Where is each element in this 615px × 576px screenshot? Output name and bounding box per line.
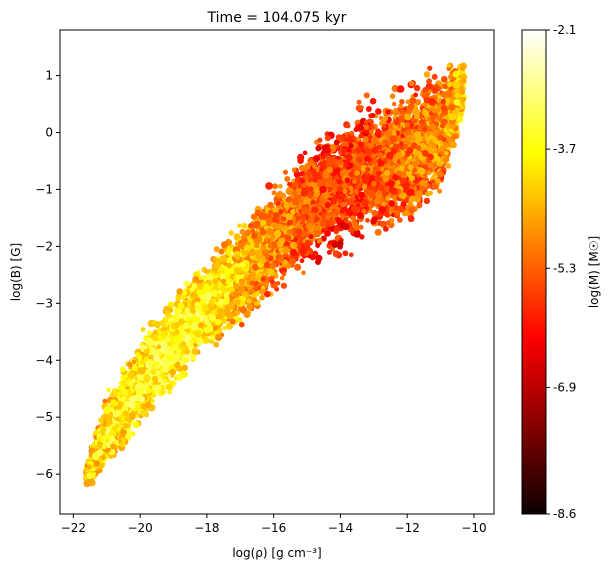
data-point [240,234,247,241]
data-point [385,220,391,226]
data-point [392,101,397,107]
scatter-points [83,62,468,488]
data-point [426,78,432,85]
data-point [426,83,434,90]
data-point [244,229,251,236]
data-point [299,258,305,264]
data-point [250,213,258,220]
data-point [354,124,362,132]
data-point [241,222,248,229]
data-point [446,66,451,72]
data-point [209,335,216,341]
data-point [369,97,377,105]
data-point [285,196,293,204]
data-point [102,398,108,404]
data-point [191,348,199,355]
data-point [246,303,253,310]
data-point [243,310,251,319]
data-point [423,197,431,205]
data-point [226,258,233,265]
data-point [407,215,415,223]
data-point [278,184,283,189]
data-point [342,250,349,257]
chart-title: Time = 104.075 kyr [207,10,347,26]
data-point [160,389,166,395]
data-point [246,298,252,304]
data-point [279,275,285,281]
data-point [327,240,334,246]
data-point [297,153,305,161]
data-point [309,253,316,261]
data-point [399,99,405,105]
data-point [326,249,332,255]
data-point [398,103,404,109]
data-point [375,108,382,115]
data-point [213,341,220,348]
data-point [130,431,136,437]
data-point [213,246,220,253]
data-point [315,145,322,152]
data-point [182,356,190,364]
data-point [358,224,364,230]
data-point [261,208,267,214]
data-point [175,293,183,301]
data-point [146,330,152,336]
data-point [239,228,246,235]
data-point [93,430,99,436]
data-point [291,167,297,172]
data-point [389,93,396,99]
data-point [358,141,364,148]
data-point [259,294,265,301]
data-point [106,387,111,393]
data-point [431,73,438,80]
data-point [218,248,225,255]
data-point [345,123,351,129]
data-point [456,116,464,123]
data-point [225,322,234,330]
data-point [430,179,436,184]
data-point [365,106,372,112]
data-point [280,282,287,289]
data-point [382,123,387,129]
data-point [422,86,429,94]
data-point [380,220,388,228]
data-point [349,252,354,258]
data-point [391,84,399,93]
data-point [432,172,438,177]
data-point [396,85,405,93]
data-point [414,99,422,106]
data-point [150,398,155,404]
data-point [307,160,314,167]
data-point [302,150,308,156]
data-point [283,169,288,175]
data-point [168,302,175,309]
data-point [409,122,415,128]
data-point [432,162,438,168]
data-point [252,297,258,303]
data-point [237,223,242,228]
data-point [437,188,443,194]
data-point [330,246,335,252]
data-point [445,162,452,169]
data-point [202,337,210,344]
data-point [427,65,433,71]
data-point [397,217,403,223]
data-point [281,271,287,277]
